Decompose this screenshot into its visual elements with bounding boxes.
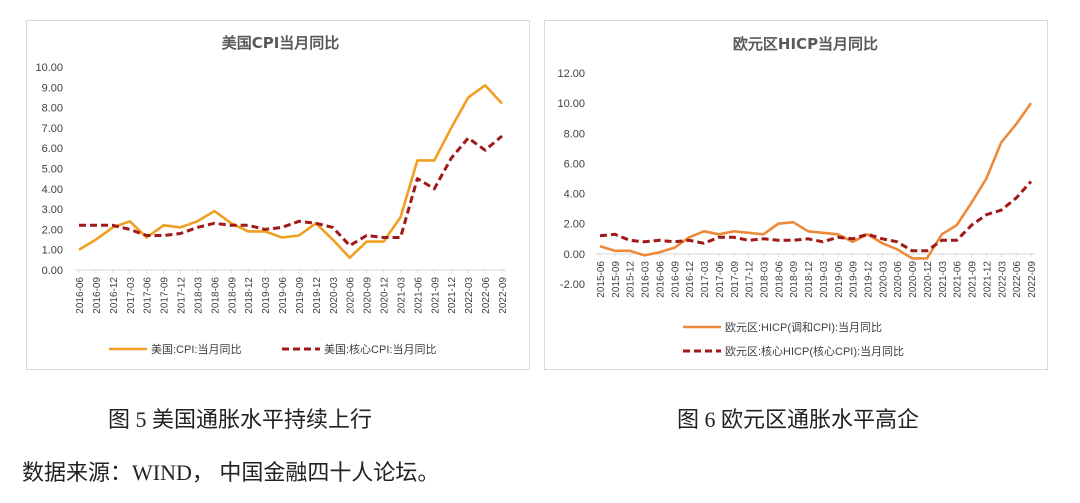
x-tick-label: 2016-09: [92, 277, 103, 314]
y-tick-label: 5.00: [42, 164, 63, 176]
chart-panel-euro-hicp: 欧元区HICP当月同比 -2.00 0.00 2.00 4.00 6.00 8.00 10.0…: [544, 20, 1048, 370]
y-tick-label: -2.00: [560, 279, 585, 291]
y-tick-label: 12.00: [557, 68, 585, 80]
x-tick-label: 2021-12: [982, 261, 993, 298]
x-tick-label: 2021-06: [413, 277, 424, 314]
x-tick-label: 2019-03: [261, 277, 272, 314]
series-line: [78, 84, 503, 260]
x-tick-label: 2022-03: [464, 277, 475, 314]
x-tick-label: 2020-03: [329, 277, 340, 314]
euro-hicp-line-chart: 欧元区HICP当月同比 -2.00 0.00 2.00 4.00 6.00 8.00 10.0…: [557, 35, 1038, 358]
x-tick-label: 2022-03: [997, 261, 1008, 298]
x-tick-label: 2018-03: [193, 277, 204, 314]
y-tick-label: 6.00: [42, 143, 63, 155]
x-tick-label: 2021-09: [430, 277, 441, 314]
x-tick-label: 2021-06: [953, 261, 964, 298]
x-tick-label: 2015-12: [626, 261, 637, 298]
y-tick-label: 7.00: [42, 123, 63, 135]
y-tick-label: 0.00: [42, 265, 63, 277]
y-tick-label: 1.00: [42, 245, 63, 257]
y-tick-label: 4.00: [42, 184, 63, 196]
x-tick-label: 2021-12: [447, 277, 458, 314]
x-tick-label: 2019-12: [864, 261, 875, 298]
x-tick-label: 2019-09: [849, 261, 860, 298]
data-source-note: 数据来源：WIND， 中国金融四十人论坛。: [22, 460, 440, 485]
y-tick-label: 9.00: [42, 82, 63, 94]
x-tick-label: 2020-09: [908, 261, 919, 298]
x-tick-label: 2018-09: [227, 277, 238, 314]
x-tick-label: 2017-12: [177, 277, 188, 314]
x-tick-label: 2017-12: [745, 261, 756, 298]
x-tick-label: 2022-09: [1027, 261, 1038, 298]
x-tick-label: 2016-06: [75, 277, 86, 314]
x-tick-label: 2015-09: [611, 261, 622, 298]
y-tick-label: 2.00: [42, 224, 63, 236]
y-tick-label: 8.00: [564, 128, 585, 140]
x-tick-label: 2021-03: [396, 277, 407, 314]
x-tick-label: 2019-06: [834, 261, 845, 298]
chart-panel-us-cpi: 美国CPI当月同比 0.00 1.00 2.00 3.00 4.00 5.00 6.00 7.0…: [26, 20, 530, 370]
figure-5-caption: 图 5 美国通胀水平持续上行: [108, 407, 373, 432]
legend-label: 欧元区:核心HICP(核心CPI):当月同比: [725, 344, 904, 358]
x-tick-label: 2017-03: [126, 277, 137, 314]
chart-title: 美国CPI当月同比: [222, 34, 340, 52]
x-tick-label: 2020-03: [878, 261, 889, 298]
x-tick-label: 2018-12: [804, 261, 815, 298]
x-tick-label: 2020-12: [380, 277, 391, 314]
series-line: [599, 102, 1033, 260]
x-tick-label: 2019-12: [312, 277, 323, 314]
x-tick-label: 2017-09: [160, 277, 171, 314]
x-tick-label: 2017-03: [700, 261, 711, 298]
x-tick-label: 2017-06: [715, 261, 726, 298]
x-tick-label: 2016-09: [670, 261, 681, 298]
x-tick-label: 2020-09: [363, 277, 374, 314]
x-tick-label: 2016-03: [641, 261, 652, 298]
x-tick-label: 2018-09: [789, 261, 800, 298]
y-tick-label: 10.00: [35, 62, 63, 74]
x-tick-label: 2018-12: [244, 277, 255, 314]
x-tick-label: 2018-06: [774, 261, 785, 298]
y-tick-label: 3.00: [42, 204, 63, 216]
x-tick-label: 2022-06: [481, 277, 492, 314]
x-tick-label: 2022-09: [498, 277, 509, 314]
x-tick-label: 2020-12: [923, 261, 934, 298]
y-tick-label: 10.00: [557, 98, 585, 110]
x-tick-label: 2018-06: [210, 277, 221, 314]
x-tick-label: 2016-12: [685, 261, 696, 298]
legend-label: 美国:CPI:当月同比: [151, 342, 241, 356]
y-tick-label: 2.00: [564, 219, 585, 231]
series-line: [599, 180, 1033, 253]
x-tick-label: 2019-06: [278, 277, 289, 314]
x-tick-label: 2022-06: [1012, 261, 1023, 298]
us-cpi-line-chart: 美国CPI当月同比 0.00 1.00 2.00 3.00 4.00 5.00 6.00 7.0…: [35, 34, 509, 356]
y-tick-label: 6.00: [564, 158, 585, 170]
x-tick-label: 2021-09: [968, 261, 979, 298]
x-tick-label: 2019-03: [819, 261, 830, 298]
x-tick-label: 2020-06: [346, 277, 357, 314]
x-tick-label: 2018-03: [759, 261, 770, 298]
x-tick-label: 2017-09: [730, 261, 741, 298]
legend-label: 美国:核心CPI:当月同比: [324, 342, 436, 356]
legend-label: 欧元区:HICP(调和CPI):当月同比: [725, 320, 882, 334]
figure-6-caption: 图 6 欧元区通胀水平高企: [677, 407, 920, 432]
chart-title: 欧元区HICP当月同比: [733, 35, 878, 53]
x-tick-label: 2016-12: [109, 277, 120, 314]
x-tick-label: 2021-03: [938, 261, 949, 298]
x-tick-label: 2019-09: [295, 277, 306, 314]
x-tick-label: 2016-06: [655, 261, 666, 298]
x-tick-label: 2015-06: [596, 261, 607, 298]
y-tick-label: 0.00: [564, 249, 585, 261]
x-tick-label: 2020-06: [893, 261, 904, 298]
series-line: [79, 134, 503, 248]
y-tick-label: 8.00: [42, 103, 63, 115]
y-tick-label: 4.00: [564, 189, 585, 201]
x-tick-label: 2017-06: [143, 277, 154, 314]
